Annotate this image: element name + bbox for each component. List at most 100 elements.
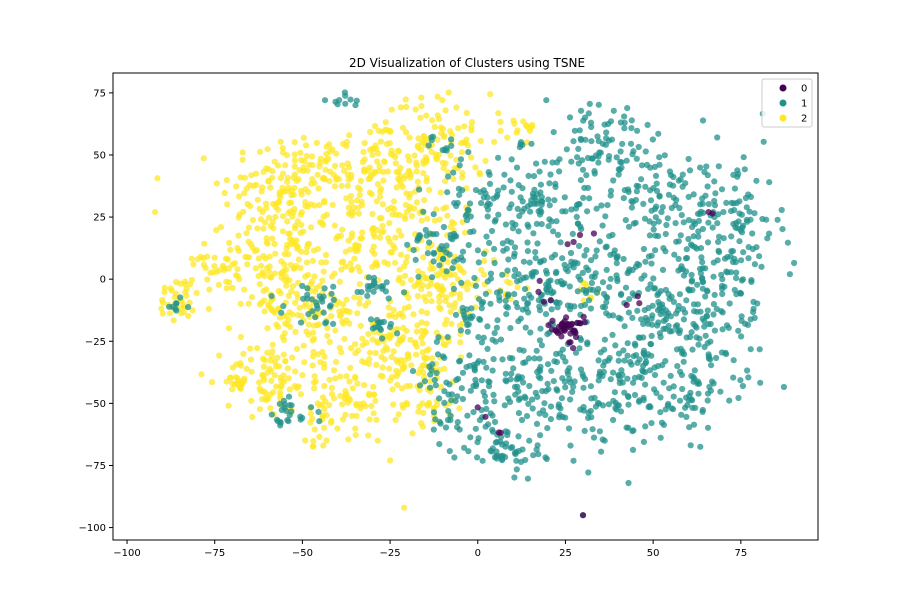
data-point (708, 362, 715, 369)
data-point (537, 181, 545, 188)
data-point (508, 188, 515, 195)
data-point (373, 416, 380, 423)
data-point (316, 418, 323, 425)
data-point (454, 424, 461, 431)
data-point (231, 260, 238, 267)
data-point (482, 413, 489, 420)
data-point (601, 358, 609, 365)
data-point (436, 441, 443, 448)
data-point (487, 270, 495, 277)
data-point (362, 403, 369, 410)
data-point (441, 388, 448, 395)
data-point (718, 186, 726, 193)
data-point (566, 322, 573, 329)
data-point (315, 408, 322, 415)
data-point (406, 206, 413, 213)
data-point (418, 94, 425, 101)
data-point (379, 335, 386, 342)
data-point (304, 203, 312, 210)
data-point (710, 273, 717, 280)
data-point (484, 213, 491, 220)
data-point (447, 417, 454, 424)
data-point (559, 255, 566, 262)
data-point (260, 168, 267, 175)
data-point (543, 97, 550, 104)
data-point (558, 395, 566, 402)
data-point (420, 409, 427, 417)
data-point (264, 240, 271, 247)
data-point (411, 152, 418, 159)
data-point (271, 372, 278, 379)
data-point (547, 403, 555, 410)
data-point (379, 201, 386, 208)
data-point (387, 151, 395, 158)
data-point (601, 121, 608, 128)
data-point (599, 222, 606, 229)
data-point (352, 243, 359, 250)
data-point (526, 382, 533, 390)
data-point (280, 170, 287, 177)
data-point (354, 380, 361, 387)
data-point (571, 127, 579, 134)
data-point (387, 127, 394, 135)
data-point (330, 283, 337, 290)
data-point (278, 309, 285, 316)
data-point (468, 154, 475, 161)
data-point (515, 410, 523, 417)
data-point (279, 144, 286, 152)
data-point (742, 194, 750, 202)
data-point (346, 308, 353, 315)
data-point (586, 286, 594, 293)
data-point (271, 270, 278, 277)
data-point (580, 117, 587, 124)
data-point (441, 321, 449, 328)
data-point (573, 213, 580, 220)
data-point (172, 290, 179, 297)
data-point (268, 411, 275, 418)
data-point (332, 375, 339, 382)
data-point (628, 198, 635, 205)
x-axis: −100 −75 −50 −25 0 25 50 75 (113, 540, 747, 559)
data-point (525, 355, 533, 362)
data-point (438, 291, 445, 298)
data-point (590, 434, 598, 441)
data-point (510, 365, 517, 372)
data-point (315, 321, 322, 328)
data-point (621, 119, 628, 126)
data-point (482, 398, 489, 405)
data-point (167, 285, 174, 292)
data-point (621, 389, 628, 396)
data-point (714, 257, 721, 264)
data-point (166, 310, 173, 317)
data-point (287, 199, 295, 206)
data-point (356, 191, 363, 199)
data-point (241, 286, 248, 293)
data-point (304, 285, 311, 292)
data-point (419, 400, 426, 407)
data-point (459, 187, 466, 194)
data-point (632, 342, 639, 349)
data-point (359, 342, 366, 349)
data-point (240, 208, 247, 215)
data-point (550, 378, 557, 385)
data-point (718, 271, 725, 278)
data-point (309, 362, 316, 369)
data-point (348, 198, 355, 206)
data-point (221, 189, 228, 197)
data-point (310, 438, 317, 445)
data-point (711, 202, 719, 209)
data-point (523, 122, 530, 130)
data-point (332, 98, 339, 105)
data-point (617, 148, 624, 155)
data-point (624, 105, 631, 112)
data-point (338, 266, 345, 273)
data-point (699, 408, 706, 415)
data-point (358, 289, 365, 296)
data-point (154, 175, 161, 182)
data-point (615, 357, 622, 364)
data-point (720, 209, 727, 216)
data-point (463, 364, 470, 371)
data-point (596, 238, 603, 245)
data-point (650, 275, 657, 282)
x-tick-label: 25 (559, 548, 572, 559)
